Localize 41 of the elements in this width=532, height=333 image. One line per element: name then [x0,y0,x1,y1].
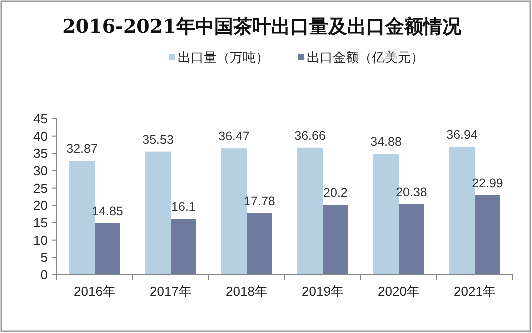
x-tick-label: 2018年 [226,284,268,299]
bar [399,204,424,275]
data-label: 17.78 [244,194,276,208]
legend-label: 出口量（万吨） [178,50,269,65]
legend-label: 出口金额（亿美元） [307,50,424,65]
y-tick-label: 25 [34,180,48,196]
data-label: 35.53 [142,132,174,147]
y-tick-label: 20 [34,198,48,214]
data-label: 36.94 [446,128,478,142]
data-label: 34.88 [370,135,402,150]
y-tick-label: 0 [40,268,48,282]
y-tick-label: 40 [34,128,48,144]
y-tick-label: 10 [34,232,48,248]
data-label: 14.85 [92,204,124,219]
bar [475,195,500,275]
y-tick-label: 45 [34,112,48,126]
x-tick-label: 2019年 [302,284,344,299]
y-tick-label: 30 [34,164,48,178]
data-label: 16.1 [172,200,196,214]
data-label: 32.87 [66,142,98,156]
x-tick-label: 2021年 [454,284,496,299]
bar [171,219,196,275]
bar [95,224,120,275]
chart-title: 2016-2021年中国茶叶出口量及出口金额情况 [62,16,462,38]
y-tick-label: 5 [40,250,48,266]
y-tick-label: 15 [34,216,48,230]
data-label: 36.47 [218,130,250,144]
bar [298,148,323,275]
data-label: 20.2 [324,186,348,200]
bar [146,152,171,275]
bar [222,148,247,275]
bar [70,161,95,275]
x-tick-label: 2016年 [74,284,116,299]
x-tick-label: 2020年 [378,284,420,299]
bar [247,213,272,275]
data-label: 20.38 [396,185,428,200]
data-label: 36.66 [294,128,326,143]
data-label: 22.99 [472,176,504,190]
y-tick-label: 35 [34,146,48,162]
x-tick-label: 2017年 [150,284,192,299]
bar [323,204,348,275]
